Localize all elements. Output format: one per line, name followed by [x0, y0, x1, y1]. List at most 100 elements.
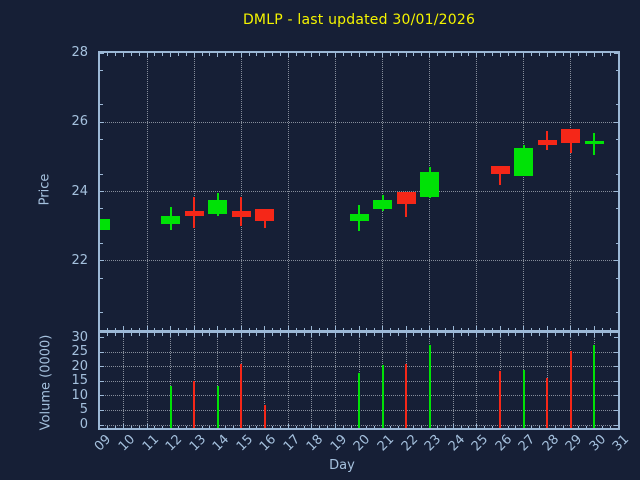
axis-tick — [154, 425, 156, 428]
volume-panel — [98, 331, 620, 430]
axis-tick — [460, 333, 462, 336]
axis-tick — [240, 53, 242, 57]
candle-body — [490, 165, 510, 175]
price-gridline-horizontal — [100, 121, 618, 123]
volume-bar — [522, 369, 525, 428]
axis-tick — [546, 326, 548, 330]
axis-tick — [436, 53, 438, 56]
axis-tick — [248, 53, 250, 56]
axis-tick — [256, 333, 258, 336]
axis-tick — [327, 333, 329, 336]
x-tick-label: 10 — [115, 432, 139, 455]
axis-tick — [539, 53, 540, 56]
axis-tick — [217, 326, 219, 330]
axis-tick — [468, 425, 470, 428]
axis-tick — [491, 53, 493, 56]
axis-tick — [100, 53, 104, 54]
volume-bar — [169, 385, 172, 428]
volume-bar — [546, 378, 549, 428]
axis-tick — [334, 333, 336, 337]
axis-tick — [523, 326, 525, 330]
volume-bar — [193, 381, 196, 428]
axis-tick — [586, 327, 588, 330]
axis-tick — [303, 425, 305, 428]
volume-bar — [358, 372, 360, 428]
price-tick-label: 22 — [71, 252, 88, 268]
axis-tick — [515, 425, 517, 428]
axis-tick — [452, 333, 454, 337]
x-tick-label: 31 — [610, 432, 633, 455]
axis-tick — [484, 425, 486, 428]
x-tick-label: 14 — [210, 432, 233, 455]
axis-tick — [460, 425, 462, 428]
axis-tick — [507, 53, 509, 56]
axis-tick — [303, 333, 305, 336]
axis-tick — [601, 53, 603, 56]
candle-body — [514, 148, 534, 176]
volume-gridline-vertical — [452, 333, 454, 428]
axis-tick — [444, 425, 446, 428]
axis-tick — [452, 424, 454, 428]
candle-body — [396, 191, 416, 204]
axis-tick — [311, 333, 313, 337]
axis-tick — [436, 327, 438, 330]
axis-tick — [436, 425, 438, 428]
volume-gridline-vertical — [264, 333, 266, 428]
volume-bar — [405, 363, 408, 428]
axis-tick — [287, 424, 289, 428]
axis-tick — [123, 333, 125, 337]
axis-tick — [123, 53, 125, 57]
axis-tick — [593, 333, 595, 337]
axis-tick — [593, 53, 595, 57]
axis-tick — [342, 53, 344, 56]
axis-tick — [614, 121, 618, 123]
volume-bar — [569, 350, 572, 428]
axis-tick — [295, 425, 297, 428]
axis-tick — [546, 53, 548, 57]
axis-tick — [100, 104, 103, 106]
x-tick-label: 25 — [469, 432, 492, 455]
axis-tick — [405, 53, 407, 57]
axis-tick — [615, 69, 618, 71]
x-tick-label: 23 — [421, 432, 445, 455]
axis-tick — [358, 53, 360, 57]
axis-tick — [476, 333, 478, 337]
axis-tick — [115, 327, 117, 330]
axis-tick — [170, 333, 172, 337]
axis-tick — [311, 424, 313, 428]
axis-tick — [614, 395, 618, 397]
axis-tick — [421, 53, 423, 56]
axis-tick — [429, 326, 431, 330]
axis-tick — [601, 425, 603, 428]
axis-tick — [476, 53, 478, 57]
axis-tick — [272, 327, 274, 330]
axis-tick — [615, 208, 618, 210]
candle-body — [537, 139, 557, 145]
volume-bar — [240, 363, 243, 428]
axis-tick — [201, 327, 203, 330]
volume-gridline-vertical — [334, 333, 336, 428]
axis-tick — [366, 327, 368, 330]
axis-tick — [615, 139, 618, 141]
axis-tick — [374, 425, 376, 428]
axis-tick — [444, 53, 446, 56]
x-tick-label: 24 — [445, 432, 468, 455]
axis-tick — [421, 327, 423, 330]
axis-tick — [397, 333, 399, 336]
x-tick-label: 09 — [92, 432, 115, 455]
axis-tick — [614, 380, 618, 382]
volume-tick-label: 25 — [71, 344, 88, 360]
axis-tick — [217, 53, 219, 57]
axis-tick — [615, 312, 618, 314]
volume-gridline-horizontal — [100, 366, 618, 368]
axis-tick — [162, 333, 164, 336]
price-gridline-horizontal — [100, 191, 618, 192]
axis-tick — [531, 53, 533, 56]
axis-tick — [264, 53, 266, 57]
axis-tick — [374, 327, 376, 330]
candle-body — [208, 200, 228, 214]
axis-tick — [240, 333, 242, 337]
axis-tick — [452, 53, 454, 57]
axis-tick — [256, 53, 258, 56]
axis-tick — [272, 333, 274, 336]
